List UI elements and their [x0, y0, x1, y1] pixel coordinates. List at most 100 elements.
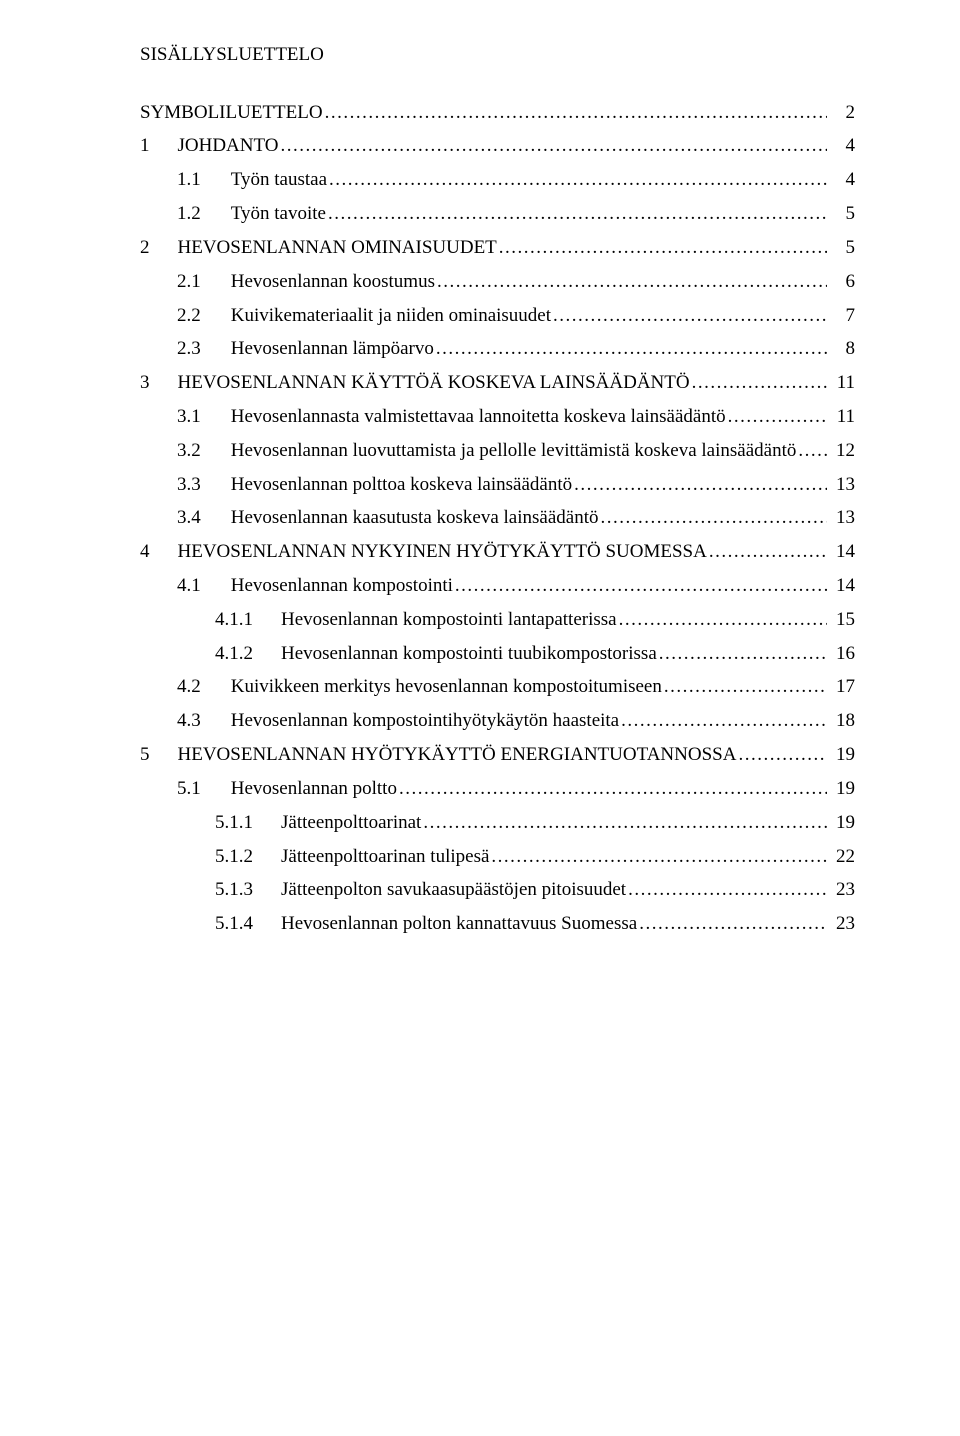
toc-entry: 2.1Hevosenlannan koostumus..............…: [140, 265, 855, 299]
toc-leader: ........................................…: [572, 470, 827, 499]
toc-leader: ........................................…: [434, 334, 827, 363]
toc-entry-number: 3.2: [177, 436, 231, 465]
toc-entry: 5.1.2Jätteenpolttoarinan tulipesä.......…: [140, 839, 855, 873]
toc-entry-label: HEVOSENLANNAN KÄYTTÖÄ KOSKEVA LAINSÄÄDÄN…: [178, 368, 690, 397]
toc-leader: ........................................…: [435, 267, 827, 296]
toc-entry-page: 19: [827, 808, 855, 837]
toc-entry-page: 5: [827, 199, 855, 228]
toc-leader: ........................................…: [323, 98, 827, 127]
toc-entry-page: 13: [827, 470, 855, 499]
toc-entry-number: 2: [140, 233, 178, 262]
toc-leader: ........................................…: [397, 774, 827, 803]
toc-entry-page: 11: [827, 402, 855, 431]
toc-entry-label: Hevosenlannan kompostointi: [231, 571, 453, 600]
toc-leader: ........................................…: [497, 233, 827, 262]
toc-entry-number: 3.4: [177, 503, 231, 532]
toc-entry: 1.1Työn taustaa.........................…: [140, 163, 855, 197]
toc-entry-label: Kuivikemateriaalit ja niiden ominaisuude…: [231, 301, 551, 330]
toc-entry-page: 23: [827, 875, 855, 904]
toc-leader: ........................................…: [327, 165, 827, 194]
toc-entry-page: 7: [827, 301, 855, 330]
toc-leader: ........................................…: [421, 808, 827, 837]
toc-entry-label: HEVOSENLANNAN HYÖTYKÄYTTÖ ENERGIANTUOTAN…: [178, 740, 737, 769]
toc-entry: 1JOHDANTO...............................…: [140, 129, 855, 163]
toc-entry-number: 2.3: [177, 334, 231, 363]
toc-entry-number: 4.3: [177, 706, 231, 735]
page-title: SISÄLLYSLUETTELO: [140, 40, 855, 69]
toc-entry: 2.2Kuivikemateriaalit ja niiden ominaisu…: [140, 298, 855, 332]
toc-entry-number: 4.1: [177, 571, 231, 600]
toc-entry-number: 4: [140, 537, 178, 566]
toc-entry-page: 19: [827, 740, 855, 769]
toc-entry-label: Jätteenpolttoarinat: [281, 808, 421, 837]
toc-entry-label: Hevosenlannan lämpöarvo: [231, 334, 434, 363]
toc-entry: 3.3Hevosenlannan polttoa koskeva lainsää…: [140, 467, 855, 501]
toc-entry: 3.1Hevosenlannasta valmistettavaa lannoi…: [140, 400, 855, 434]
toc-leader: ........................................…: [326, 199, 827, 228]
toc-entry-label: Hevosenlannan kompostointi tuubikomposto…: [281, 639, 657, 668]
toc-leader: ........................................…: [736, 740, 827, 769]
toc-entry-page: 4: [827, 131, 855, 160]
toc-entry-label: Työn tavoite: [231, 199, 326, 228]
toc-entry: 3HEVOSENLANNAN KÄYTTÖÄ KOSKEVA LAINSÄÄDÄ…: [140, 366, 855, 400]
toc-entry-page: 15: [827, 605, 855, 634]
toc-leader: ........................................…: [657, 639, 827, 668]
toc-entry-page: 22: [827, 842, 855, 871]
toc-entry-page: 16: [827, 639, 855, 668]
toc-entry-number: 4.2: [177, 672, 231, 701]
toc-entry: 5.1Hevosenlannan poltto.................…: [140, 772, 855, 806]
toc-entry-label: Hevosenlannan luovuttamista ja pellolle …: [231, 436, 797, 465]
toc-entry-page: 5: [827, 233, 855, 262]
toc-entry: 4HEVOSENLANNAN NYKYINEN HYÖTYKÄYTTÖ SUOM…: [140, 535, 855, 569]
toc-entry-number: 1.2: [177, 199, 231, 228]
toc-leader: ........................................…: [690, 368, 827, 397]
toc-entry-page: 6: [827, 267, 855, 296]
toc-leader: ........................................…: [278, 131, 827, 160]
toc-entry-label: Hevosenlannan kompostointihyötykäytön ha…: [231, 706, 619, 735]
toc-leader: ........................................…: [626, 875, 827, 904]
toc-leader: ........................................…: [599, 503, 828, 532]
table-of-contents: SYMBOLILUETTELO.........................…: [140, 95, 855, 940]
toc-entry: 3.4Hevosenlannan kaasutusta koskeva lain…: [140, 501, 855, 535]
toc-leader: ........................................…: [637, 909, 827, 938]
toc-entry-number: 5.1.1: [215, 808, 281, 837]
toc-entry: 4.2Kuivikkeen merkitys hevosenlannan kom…: [140, 670, 855, 704]
toc-entry-number: 4.1.2: [215, 639, 281, 668]
toc-entry-number: 4.1.1: [215, 605, 281, 634]
toc-entry-number: 5.1.3: [215, 875, 281, 904]
toc-entry-number: 5.1: [177, 774, 231, 803]
toc-entry-page: 18: [827, 706, 855, 735]
toc-entry-page: 2: [827, 98, 855, 127]
toc-entry: 2HEVOSENLANNAN OMINAISUUDET.............…: [140, 231, 855, 265]
toc-leader: ........................................…: [489, 842, 827, 871]
toc-entry-number: 2.1: [177, 267, 231, 296]
toc-entry: 2.3Hevosenlannan lämpöarvo..............…: [140, 332, 855, 366]
toc-entry-label: Jätteenpolton savukaasupäästöjen pitoisu…: [281, 875, 626, 904]
toc-entry: 5.1.1Jätteenpolttoarinat................…: [140, 806, 855, 840]
toc-entry: 4.1.2Hevosenlannan kompostointi tuubikom…: [140, 636, 855, 670]
toc-entry-label: Hevosenlannan kompostointi lantapatteris…: [281, 605, 617, 634]
toc-leader: ........................................…: [662, 672, 827, 701]
toc-entry-page: 13: [827, 503, 855, 532]
toc-leader: ........................................…: [617, 605, 827, 634]
toc-entry-page: 17: [827, 672, 855, 701]
toc-leader: ........................................…: [551, 301, 827, 330]
toc-entry-label: Jätteenpolttoarinan tulipesä: [281, 842, 489, 871]
toc-entry-number: 3: [140, 368, 178, 397]
toc-entry: SYMBOLILUETTELO.........................…: [140, 95, 855, 129]
toc-entry-label: Kuivikkeen merkitys hevosenlannan kompos…: [231, 672, 662, 701]
toc-entry-number: 1: [140, 131, 178, 160]
toc-entry-label: Työn taustaa: [231, 165, 327, 194]
toc-leader: ........................................…: [619, 706, 827, 735]
toc-entry-label: SYMBOLILUETTELO: [140, 98, 323, 127]
toc-entry: 5.1.3Jätteenpolton savukaasupäästöjen pi…: [140, 873, 855, 907]
toc-entry-number: 5.1.4: [215, 909, 281, 938]
toc-entry-number: 2.2: [177, 301, 231, 330]
toc-entry-page: 19: [827, 774, 855, 803]
toc-entry-label: Hevosenlannan polttoa koskeva lainsäädän…: [231, 470, 572, 499]
toc-entry-page: 11: [827, 368, 855, 397]
toc-entry-number: 5.1.2: [215, 842, 281, 871]
toc-leader: ........................................…: [707, 537, 827, 566]
toc-entry-page: 14: [827, 537, 855, 566]
toc-entry-number: 3.1: [177, 402, 231, 431]
